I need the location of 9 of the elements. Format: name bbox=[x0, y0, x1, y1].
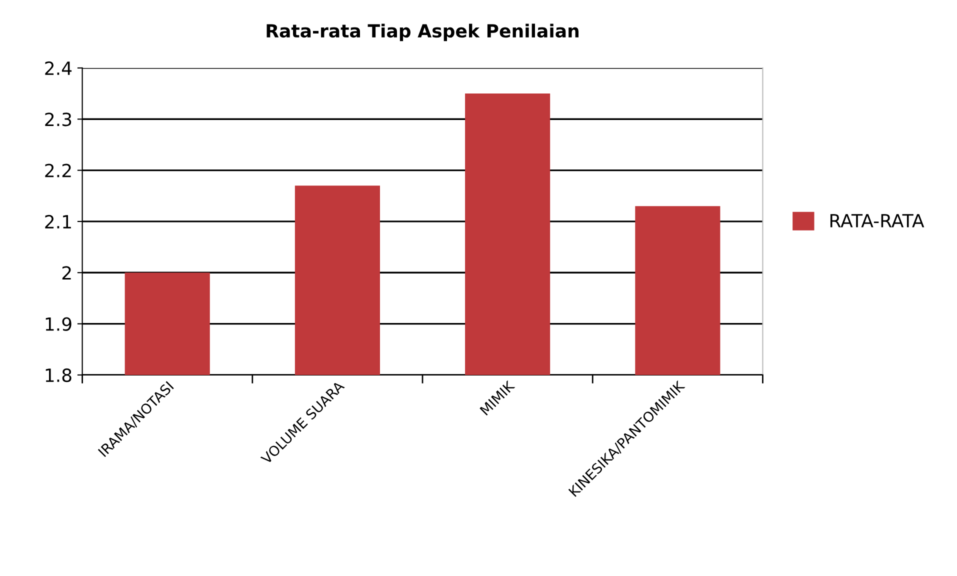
y-tick-label: 1.8 bbox=[46, 368, 72, 382]
y-tick-label: 2.1 bbox=[45, 214, 71, 228]
chart-title: Rata-rata Tiap Aspek Penilaian bbox=[266, 24, 578, 42]
y-tick-label: 2 bbox=[62, 266, 71, 280]
y-tick-label: 1.9 bbox=[46, 317, 72, 331]
y-tick-label: 2.2 bbox=[45, 164, 71, 178]
legend-label: RATA-RATA bbox=[830, 214, 924, 228]
y-tick-label: 2.3 bbox=[45, 112, 72, 126]
y-tick-label: 2.4 bbox=[45, 61, 72, 75]
